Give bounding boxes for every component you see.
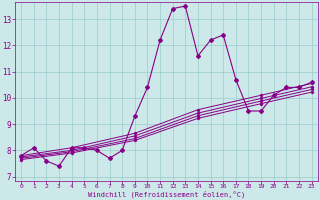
X-axis label: Windchill (Refroidissement éolien,°C): Windchill (Refroidissement éolien,°C): [88, 190, 245, 198]
